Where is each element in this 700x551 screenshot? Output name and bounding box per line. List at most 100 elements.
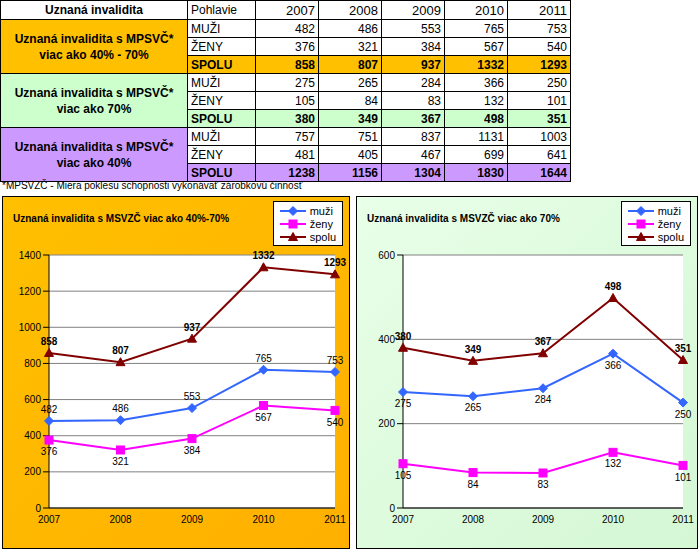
html-text:384: 384 bbox=[421, 39, 441, 54]
html-text:MUŽI: MUŽI bbox=[191, 21, 221, 36]
html-text:482: 482 bbox=[295, 21, 315, 36]
svg-text:486: 486 bbox=[112, 403, 129, 414]
html-text:1293: 1293 bbox=[540, 57, 567, 72]
svg-text:200: 200 bbox=[378, 418, 395, 429]
html-text:380: 380 bbox=[295, 111, 315, 126]
svg-text:2007: 2007 bbox=[38, 514, 61, 525]
svg-text:765: 765 bbox=[255, 353, 272, 364]
svg-text:2007: 2007 bbox=[392, 514, 415, 525]
svg-text:400: 400 bbox=[24, 430, 41, 441]
html-text:101: 101 bbox=[547, 93, 567, 108]
html-text:SPOLU: SPOLU bbox=[191, 111, 233, 126]
html-text:105: 105 bbox=[295, 93, 315, 108]
svg-text:2011: 2011 bbox=[324, 514, 346, 525]
html-text:2010: 2010 bbox=[475, 2, 504, 18]
html-text:284: 284 bbox=[421, 75, 441, 90]
html-text:937: 937 bbox=[421, 57, 441, 72]
html-text:250: 250 bbox=[547, 75, 567, 90]
svg-text:858: 858 bbox=[41, 336, 58, 347]
html-text:366: 366 bbox=[484, 75, 504, 90]
svg-text:284: 284 bbox=[535, 394, 552, 405]
html-text:367: 367 bbox=[421, 111, 441, 126]
svg-text:1293: 1293 bbox=[324, 257, 347, 268]
svg-text:250: 250 bbox=[675, 409, 692, 420]
svg-text:482: 482 bbox=[41, 404, 58, 415]
html-text:540: 540 bbox=[547, 39, 567, 54]
html-text:Uznaná invalidita s MPSVČ* via: Uznaná invalidita s MPSVČ* viac ako 40% … bbox=[14, 31, 174, 62]
html-text:Uznaná invalidita s MPSVČ* via: Uznaná invalidita s MPSVČ* viac ako 70% bbox=[14, 85, 174, 116]
html-text:321: 321 bbox=[358, 39, 378, 54]
html-text:1332: 1332 bbox=[477, 57, 504, 72]
html-text:2007: 2007 bbox=[286, 2, 315, 18]
svg-text:2008: 2008 bbox=[109, 514, 132, 525]
html-text:2011: 2011 bbox=[539, 2, 567, 18]
svg-text:1000: 1000 bbox=[19, 322, 42, 333]
html-text:807: 807 bbox=[358, 57, 378, 72]
svg-text:321: 321 bbox=[112, 456, 129, 467]
html-text:1131: 1131 bbox=[478, 129, 504, 144]
html-text:351: 351 bbox=[547, 111, 567, 126]
svg-text:105: 105 bbox=[395, 470, 412, 481]
html-text:2009: 2009 bbox=[412, 2, 441, 18]
svg-text:367: 367 bbox=[535, 336, 552, 347]
svg-text:376: 376 bbox=[41, 446, 58, 457]
svg-text:275: 275 bbox=[395, 398, 412, 409]
svg-text:2009: 2009 bbox=[532, 514, 555, 525]
svg-text:351: 351 bbox=[675, 343, 692, 354]
html-text:275: 275 bbox=[295, 75, 315, 90]
html-text:ŽENY: ŽENY bbox=[191, 39, 223, 54]
html-text:349: 349 bbox=[358, 111, 378, 126]
svg-text:1332: 1332 bbox=[252, 250, 275, 261]
html-text:MUŽI: MUŽI bbox=[191, 75, 221, 90]
html-text:376: 376 bbox=[295, 39, 315, 54]
html-text:553: 553 bbox=[421, 21, 441, 36]
html-text:757: 757 bbox=[295, 129, 315, 144]
html-text:2008: 2008 bbox=[349, 2, 378, 18]
html-text:751: 751 bbox=[358, 129, 378, 144]
svg-text:753: 753 bbox=[327, 355, 344, 366]
html-text:MUŽI: MUŽI bbox=[191, 129, 221, 144]
svg-text:600: 600 bbox=[378, 250, 395, 261]
svg-text:366: 366 bbox=[605, 360, 622, 371]
svg-text:2009: 2009 bbox=[181, 514, 204, 525]
svg-text:400: 400 bbox=[378, 334, 395, 345]
svg-text:380: 380 bbox=[395, 331, 412, 342]
svg-text:567: 567 bbox=[255, 412, 272, 423]
html-text:SPOLU: SPOLU bbox=[191, 57, 233, 72]
svg-text:265: 265 bbox=[465, 402, 482, 413]
svg-text:800: 800 bbox=[24, 358, 41, 369]
html-text:486: 486 bbox=[358, 21, 378, 36]
html-text:858: 858 bbox=[295, 57, 315, 72]
html-text:567: 567 bbox=[484, 39, 504, 54]
svg-text:0: 0 bbox=[389, 503, 395, 514]
svg-text:2008: 2008 bbox=[462, 514, 485, 525]
svg-text:2010: 2010 bbox=[252, 514, 275, 525]
svg-text:540: 540 bbox=[327, 417, 344, 428]
svg-text:101: 101 bbox=[675, 472, 692, 483]
svg-text:937: 937 bbox=[184, 322, 201, 333]
html-text:ŽENY: ŽENY bbox=[191, 93, 223, 108]
svg-text:498: 498 bbox=[605, 281, 622, 292]
svg-text:1400: 1400 bbox=[19, 250, 42, 261]
svg-text:2010: 2010 bbox=[602, 514, 625, 525]
svg-text:2011: 2011 bbox=[672, 514, 692, 525]
svg-text:1200: 1200 bbox=[19, 286, 42, 297]
html-text:265: 265 bbox=[358, 75, 378, 90]
html-text:1003: 1003 bbox=[540, 129, 567, 144]
html-text:753: 753 bbox=[547, 21, 567, 36]
svg-text:83: 83 bbox=[537, 479, 549, 490]
html-text:837: 837 bbox=[421, 129, 441, 144]
svg-text:0: 0 bbox=[35, 503, 41, 514]
svg-text:349: 349 bbox=[465, 344, 482, 355]
svg-text:84: 84 bbox=[467, 479, 479, 490]
svg-text:200: 200 bbox=[24, 466, 41, 477]
svg-text:553: 553 bbox=[184, 391, 201, 402]
svg-text:807: 807 bbox=[112, 345, 129, 356]
html-text:765: 765 bbox=[484, 21, 504, 36]
svg-text:132: 132 bbox=[605, 458, 622, 469]
html-text:132: 132 bbox=[484, 93, 504, 108]
svg-text:384: 384 bbox=[184, 445, 201, 456]
html-text:498: 498 bbox=[484, 111, 504, 126]
svg-text:600: 600 bbox=[24, 394, 41, 405]
html-text:Uznaná invalidita s MPSVČ* via: Uznaná invalidita s MPSVČ* viac ako 40% bbox=[14, 139, 174, 170]
